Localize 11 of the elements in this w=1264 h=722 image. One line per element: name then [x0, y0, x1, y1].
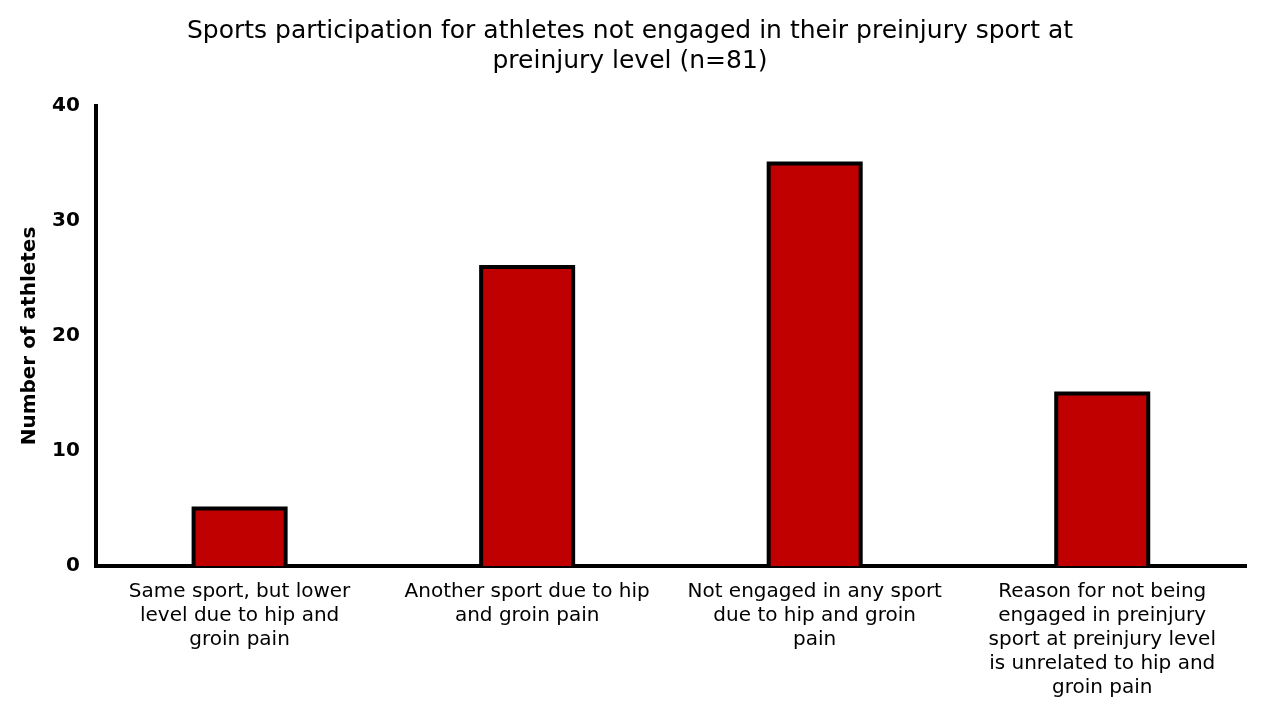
- y-tick-label: 0: [65, 552, 80, 577]
- x-tick-label: Not engaged in any sport due to hip and groin pain: [687, 578, 943, 651]
- y-tick-label: 20: [51, 322, 80, 347]
- y-tick-label: 10: [51, 437, 80, 462]
- y-tick-label: 40: [51, 92, 80, 117]
- chart-title: Sports participation for athletes not engaged in their preinjury sport at preinjury level (n=81): [186, 14, 1074, 74]
- y-axis-title: Number of athletes: [16, 226, 41, 446]
- x-tick-label: Reason for not being engaged in preinjury sport at preinjury level is unrelated to hip and groin pain: [988, 578, 1216, 699]
- x-tick-label: Another sport due to hip and groin pain: [404, 578, 650, 627]
- y-tick-label: 30: [51, 207, 80, 232]
- x-tick-label: Same sport, but lower level due to hip and groin pain: [128, 578, 352, 651]
